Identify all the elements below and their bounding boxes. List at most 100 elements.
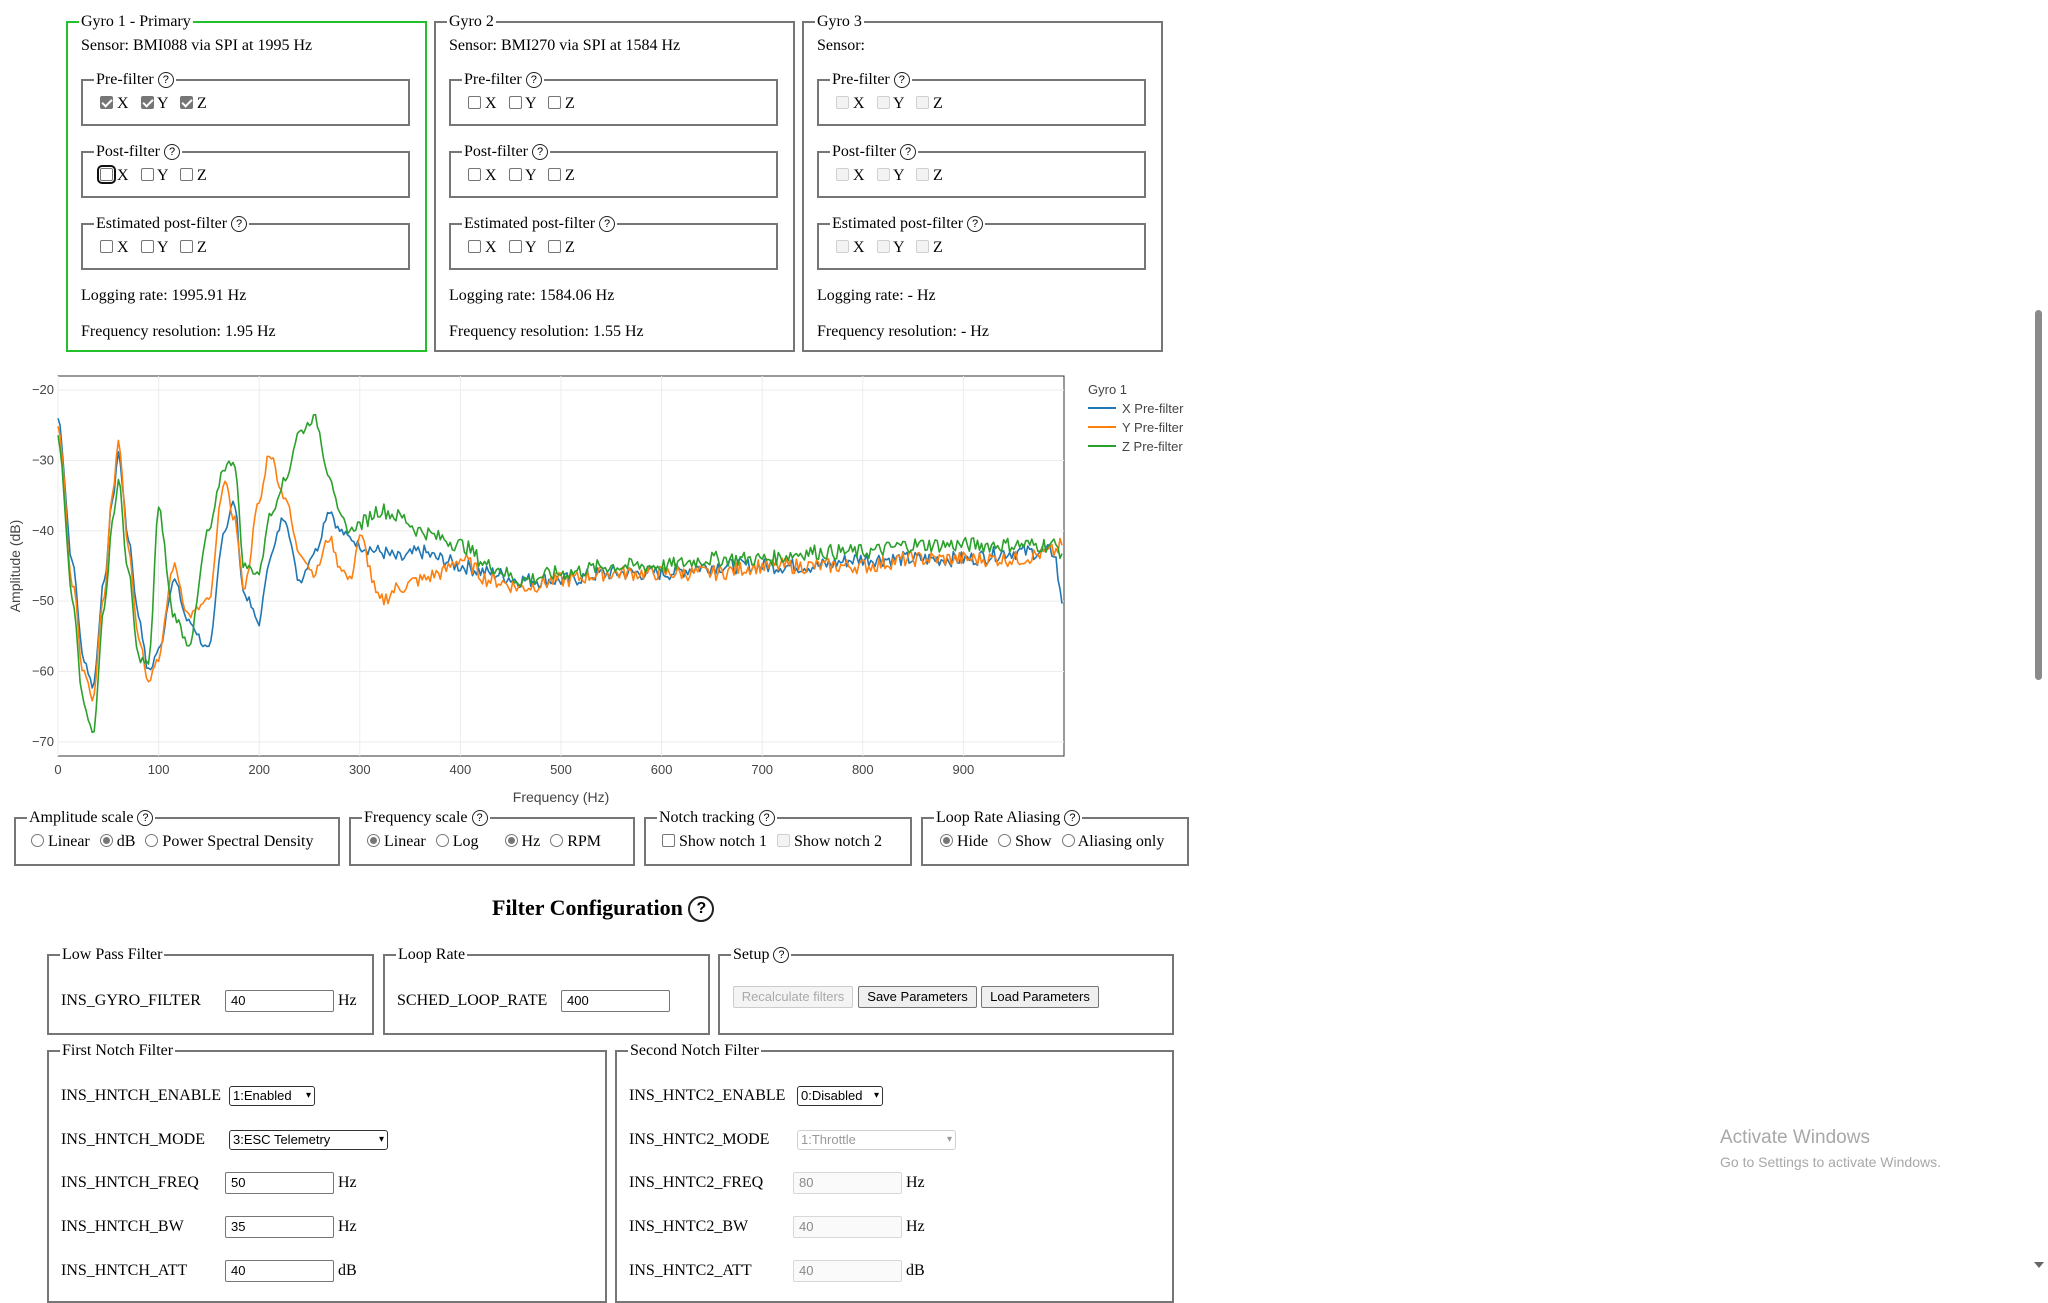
aliasing-show-radio[interactable]: [998, 834, 1012, 847]
ins-hntc2-att-input: 40: [793, 1260, 902, 1282]
ins-hntc2-bw-unit: Hz: [906, 1218, 925, 1235]
y-tick-label: −50: [32, 593, 54, 608]
vertical-scrollbar[interactable]: [2030, 0, 2048, 1280]
x-tick-label: 700: [751, 762, 773, 777]
help-icon[interactable]: ?: [164, 144, 180, 160]
help-icon[interactable]: ?: [967, 216, 984, 232]
filter-config-heading: Filter Configuration ?: [492, 894, 715, 922]
scrollbar-thumb[interactable]: [2035, 310, 2042, 680]
gyro-1-estfilter-y-checkbox[interactable]: [140, 240, 154, 253]
legend-x-prefilter[interactable]: X Pre-filter: [1088, 401, 1183, 416]
save-parameters-button[interactable]: Save Parameters: [858, 986, 977, 1008]
y-tick-label: −20: [32, 382, 54, 397]
frequency-log-radio[interactable]: [435, 834, 449, 847]
amplitude-scale-options: Linear dB Power Spectral Density: [31, 832, 314, 852]
x-tick-label: 600: [651, 762, 673, 777]
ins-hntc2-enable-label: INS_HNTC2_ENABLE: [629, 1087, 786, 1104]
frequency-rpm-radio[interactable]: [550, 834, 564, 847]
gyro-3-sensor: Sensor:: [817, 37, 865, 54]
ins-hntch-freq-input[interactable]: 50: [225, 1172, 334, 1194]
aliasing-only-radio[interactable]: [1061, 834, 1075, 847]
help-icon[interactable]: ?: [893, 72, 910, 88]
gyro-2-estfilter-axes: X Y Z: [468, 238, 575, 258]
gyro-3-postfilter-z-checkbox: [915, 168, 929, 181]
legend-y-prefilter[interactable]: Y Pre-filter: [1088, 420, 1183, 435]
series-line-z-prefilter: [57, 413, 1063, 734]
load-parameters-button[interactable]: Load Parameters: [981, 986, 1099, 1008]
ins-hntch-bw-input[interactable]: 35: [225, 1216, 334, 1238]
gyro-3-postfilter-y-checkbox: [876, 168, 890, 181]
amplitude-linear-radio[interactable]: [31, 834, 44, 847]
scroll-down-arrow-icon[interactable]: [2034, 1262, 2044, 1268]
gyro-2-postfilter-y-checkbox[interactable]: [508, 168, 522, 181]
gyro-2-prefilter-x-checkbox[interactable]: [468, 96, 481, 109]
second-notch-title: Second Notch Filter: [630, 1042, 759, 1059]
help-icon[interactable]: ?: [688, 896, 715, 922]
gyro-1-prefilter-z-checkbox[interactable]: [179, 96, 193, 109]
frequency-scale-group: Frequency scale ?: [349, 810, 635, 866]
gyro-1-postfilter-z-checkbox[interactable]: [179, 168, 193, 181]
gyro-1-postfilter-y-checkbox[interactable]: [140, 168, 154, 181]
frequency-hz-radio[interactable]: [504, 834, 518, 847]
show-notch-1-checkbox[interactable]: [662, 834, 675, 847]
aliasing-hide-radio[interactable]: [940, 834, 953, 847]
loop-rate-title: Loop Rate: [398, 946, 466, 963]
gyro-2-postfilter-x-checkbox[interactable]: [468, 168, 481, 181]
gyro-2-prefilter-y-checkbox[interactable]: [508, 96, 522, 109]
ins-hntch-freq-unit: Hz: [338, 1174, 357, 1191]
gyro-3-freq-resolution: Frequency resolution: - Hz: [817, 323, 989, 340]
help-icon[interactable]: ?: [471, 810, 488, 826]
frequency-scale-options: Linear Log Hz RPM: [367, 832, 601, 852]
est-postfilter-label: Estimated post-filter: [96, 215, 228, 232]
sched-loop-rate-input[interactable]: 400: [561, 990, 670, 1012]
gyro-3-logging-rate: Logging rate: - Hz: [817, 287, 936, 304]
help-icon[interactable]: ?: [599, 216, 616, 232]
amplitude-db-radio[interactable]: [99, 834, 113, 847]
ins-hntc2-freq-label: INS_HNTC2_FREQ: [629, 1174, 764, 1191]
gyro-2-estfilter-z-checkbox[interactable]: [547, 240, 561, 253]
legend-z-prefilter[interactable]: Z Pre-filter: [1088, 439, 1183, 454]
activate-windows-subtitle: Go to Settings to activate Windows.: [1720, 1154, 1941, 1170]
gyro-1-prefilter-y-checkbox[interactable]: [140, 96, 154, 109]
series-line-x-prefilter: [57, 418, 1063, 689]
loop-rate-aliasing-group: Loop Rate Aliasing ?: [921, 810, 1189, 866]
help-icon[interactable]: ?: [532, 144, 548, 160]
gyro-1-estfilter-x-checkbox[interactable]: [100, 240, 113, 253]
legend-swatch: [1088, 426, 1116, 428]
gyro-2-prefilter-z-checkbox[interactable]: [547, 96, 561, 109]
ins-hntch-att-input[interactable]: 40: [225, 1260, 334, 1282]
ins-hntc2-enable-select[interactable]: 0:Disabled ▾: [797, 1086, 883, 1106]
recalculate-filters-button: Recalculate filters: [733, 986, 853, 1008]
gyro-1-sensor: Sensor: BMI088 via SPI at 1995 Hz: [81, 37, 313, 54]
gyro-3-title: Gyro 3: [817, 13, 862, 30]
help-icon[interactable]: ?: [137, 810, 154, 826]
help-icon[interactable]: ?: [773, 947, 790, 963]
frequency-linear-radio[interactable]: [367, 834, 380, 847]
gyro-2-estfilter-y-checkbox[interactable]: [508, 240, 522, 253]
amplitude-psd-radio[interactable]: [145, 834, 159, 847]
chevron-down-icon: ▾: [873, 1090, 879, 1101]
fft-chart[interactable]: 0 100 200 300 400 500 600 700 800 900 −20 −30 −40 −5…: [0, 370, 1200, 810]
help-icon[interactable]: ?: [231, 216, 248, 232]
ins-hntc2-freq-input: 80: [793, 1172, 902, 1194]
gyro-1-estfilter-z-checkbox[interactable]: [179, 240, 193, 253]
gyro-1-postfilter-x-checkbox[interactable]: [97, 165, 116, 184]
y-tick-label: −40: [32, 523, 54, 538]
help-icon[interactable]: ?: [900, 144, 916, 160]
ins-hntc2-bw-label: INS_HNTC2_BW: [629, 1218, 749, 1235]
gyro-1-prefilter-x-checkbox[interactable]: [100, 96, 113, 109]
gyro-2-estfilter-x-checkbox[interactable]: [468, 240, 481, 253]
x-tick-label: 800: [852, 762, 874, 777]
ins-gyro-filter-input[interactable]: 40: [225, 990, 334, 1012]
gyro-2-title: Gyro 2: [449, 13, 494, 30]
ins-hntch-enable-select[interactable]: 1:Enabled ▾: [229, 1086, 315, 1106]
gyro-2-postfilter-z-checkbox[interactable]: [547, 168, 561, 181]
help-icon[interactable]: ?: [525, 72, 542, 88]
ins-hntch-mode-select[interactable]: 3:ESC Telemetry ▾: [229, 1130, 388, 1150]
low-pass-filter-group: Low Pass Filter: [47, 947, 374, 1035]
x-tick-label: 500: [550, 762, 572, 777]
help-icon[interactable]: ?: [758, 810, 775, 826]
help-icon[interactable]: ?: [157, 72, 174, 88]
gyro-3-prefilter-x-checkbox: [836, 96, 849, 109]
help-icon[interactable]: ?: [1064, 810, 1081, 826]
